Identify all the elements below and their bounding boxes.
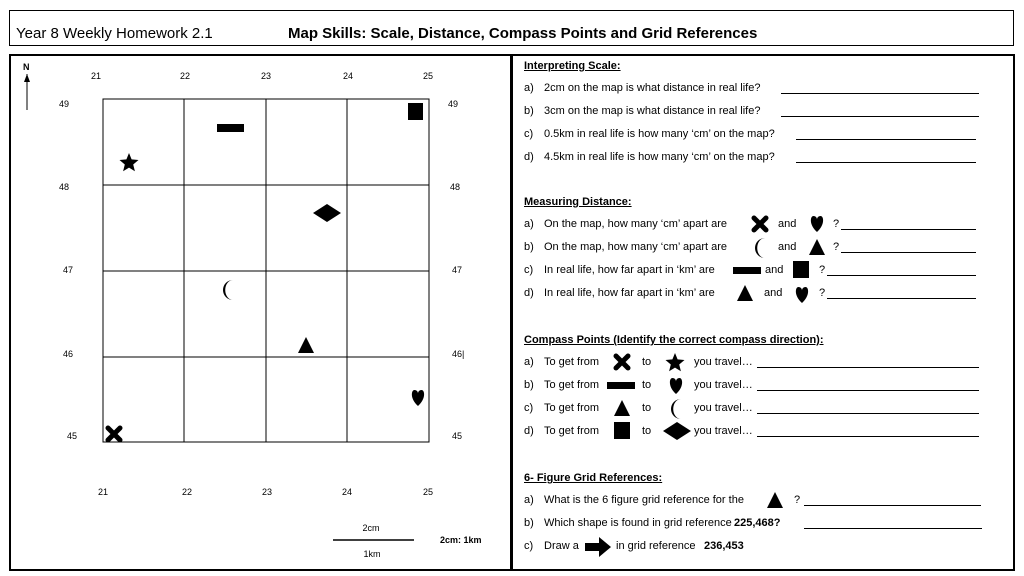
y-label-right: 47 bbox=[452, 265, 462, 275]
answer-line[interactable] bbox=[804, 505, 981, 506]
rectangle-icon bbox=[607, 382, 635, 389]
y-label-left: 46 bbox=[63, 349, 73, 359]
scale-top-label: 2cm bbox=[362, 523, 379, 533]
x-label-bottom: 21 bbox=[98, 487, 108, 497]
scale-question-a: a) 2cm on the map is what distance in re… bbox=[524, 78, 984, 98]
rectangle-icon bbox=[217, 124, 244, 132]
heart-icon bbox=[810, 216, 824, 232]
star-icon bbox=[665, 353, 685, 372]
x-label-bottom: 23 bbox=[262, 487, 272, 497]
worksheet-header: Year 8 Weekly Homework 2.1 Map Skills: S… bbox=[9, 10, 1014, 46]
grid-question-a: a) What is the 6 figure grid reference f… bbox=[524, 490, 994, 510]
x-label-top: 23 bbox=[261, 71, 271, 81]
y-label-left: 45 bbox=[67, 431, 77, 441]
distance-question-b: b) On the map, how many ‘cm’ apart are a… bbox=[524, 237, 984, 258]
map-panel: N 21 22 23 24 25 21 22 23 24 25 49 48 47… bbox=[9, 54, 512, 571]
x-label-top: 24 bbox=[343, 71, 353, 81]
y-label-right: 45 bbox=[452, 431, 462, 441]
moon-icon bbox=[755, 238, 765, 258]
answer-line[interactable] bbox=[827, 298, 976, 299]
y-label-left: 48 bbox=[59, 182, 69, 192]
y-label-left: 47 bbox=[63, 265, 73, 275]
cross-icon bbox=[613, 353, 631, 371]
compass-question-d: d) To get from to you travel… bbox=[524, 421, 994, 441]
map-grid bbox=[102, 98, 430, 443]
x-label-top: 22 bbox=[180, 71, 190, 81]
scale-bottom-label: 1km bbox=[363, 549, 380, 559]
x-label-top: 25 bbox=[423, 71, 433, 81]
grid-question-c: c) Draw a in grid reference 236,453 bbox=[524, 536, 994, 557]
scale-question-b: b) 3cm on the map is what distance in re… bbox=[524, 101, 984, 121]
answer-line[interactable] bbox=[781, 116, 979, 117]
worksheet-title: Map Skills: Scale, Distance, Compass Poi… bbox=[288, 25, 758, 42]
y-label-right: 49 bbox=[448, 99, 458, 109]
scale-question-d: d) 4.5km in real life is how many ‘cm’ o… bbox=[524, 147, 984, 167]
y-label-right: 48 bbox=[450, 182, 460, 192]
answer-line[interactable] bbox=[796, 139, 976, 140]
distance-question-d: d) In real life, how far apart in ‘km’ a… bbox=[524, 283, 984, 303]
distance-heading: Measuring Distance: bbox=[524, 196, 632, 208]
answer-line[interactable] bbox=[804, 528, 982, 529]
grid-map: N 21 22 23 24 25 21 22 23 24 25 49 48 47… bbox=[23, 62, 482, 559]
answer-line[interactable] bbox=[827, 275, 976, 276]
star-icon bbox=[119, 153, 139, 172]
scale-ratio: 2cm: 1km bbox=[440, 535, 482, 545]
grid-heading: 6- Figure Grid References: bbox=[524, 472, 663, 484]
rectangle-icon bbox=[733, 267, 761, 274]
compass-question-c: c) To get from to you travel… bbox=[524, 398, 994, 419]
answer-line[interactable] bbox=[757, 436, 979, 437]
distance-question-a: a) On the map, how many ‘cm’ apart are a… bbox=[524, 214, 984, 234]
heart-icon bbox=[795, 287, 809, 303]
diamond-icon bbox=[663, 422, 691, 440]
heart-icon bbox=[669, 378, 683, 394]
answer-line[interactable] bbox=[781, 93, 979, 94]
triangle-icon bbox=[298, 337, 314, 353]
scale-heading: Interpreting Scale: bbox=[524, 60, 621, 72]
answer-line[interactable] bbox=[841, 252, 976, 253]
grid-question-b: b) Which shape is found in grid referenc… bbox=[524, 513, 994, 533]
triangle-icon bbox=[737, 285, 753, 301]
answer-line[interactable] bbox=[757, 390, 979, 391]
cross-icon bbox=[751, 215, 769, 233]
moon-icon bbox=[223, 280, 233, 300]
cross-icon bbox=[105, 425, 123, 443]
triangle-icon bbox=[809, 239, 825, 255]
diamond-icon bbox=[313, 204, 341, 222]
arrow-right-icon bbox=[585, 537, 611, 557]
x-label-top: 21 bbox=[91, 71, 101, 81]
scale-question-c: c) 0.5km in real life is how many ‘cm’ o… bbox=[524, 124, 984, 144]
y-label-left: 49 bbox=[59, 99, 69, 109]
moon-icon bbox=[671, 399, 681, 419]
north-label: N bbox=[23, 62, 30, 72]
answer-line[interactable] bbox=[841, 229, 976, 230]
north-arrowhead-icon bbox=[24, 74, 30, 82]
homework-label: Year 8 Weekly Homework 2.1 bbox=[16, 25, 213, 42]
x-label-bottom: 24 bbox=[342, 487, 352, 497]
heart-icon bbox=[411, 390, 425, 406]
y-label-right: 46| bbox=[452, 349, 464, 359]
compass-heading: Compass Points (Identify the correct com… bbox=[524, 334, 824, 346]
compass-question-b: b) To get from to you travel… bbox=[524, 375, 994, 395]
square-icon bbox=[793, 261, 809, 278]
distance-question-c: c) In real life, how far apart in ‘km’ a… bbox=[524, 260, 984, 280]
x-label-bottom: 25 bbox=[423, 487, 433, 497]
square-icon bbox=[408, 103, 423, 120]
answer-line[interactable] bbox=[757, 413, 979, 414]
answer-line[interactable] bbox=[796, 162, 976, 163]
x-label-bottom: 22 bbox=[182, 487, 192, 497]
answer-line[interactable] bbox=[757, 367, 979, 368]
compass-question-a: a) To get from to you travel… bbox=[524, 352, 994, 372]
triangle-icon bbox=[614, 400, 630, 416]
questions-panel: Interpreting Scale: a) 2cm on the map is… bbox=[511, 54, 1015, 571]
triangle-icon bbox=[767, 492, 783, 508]
square-icon bbox=[614, 422, 630, 439]
